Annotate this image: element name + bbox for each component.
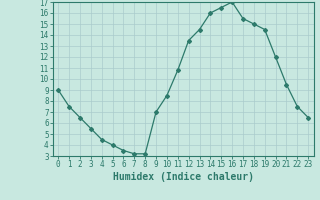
- X-axis label: Humidex (Indice chaleur): Humidex (Indice chaleur): [113, 172, 254, 182]
